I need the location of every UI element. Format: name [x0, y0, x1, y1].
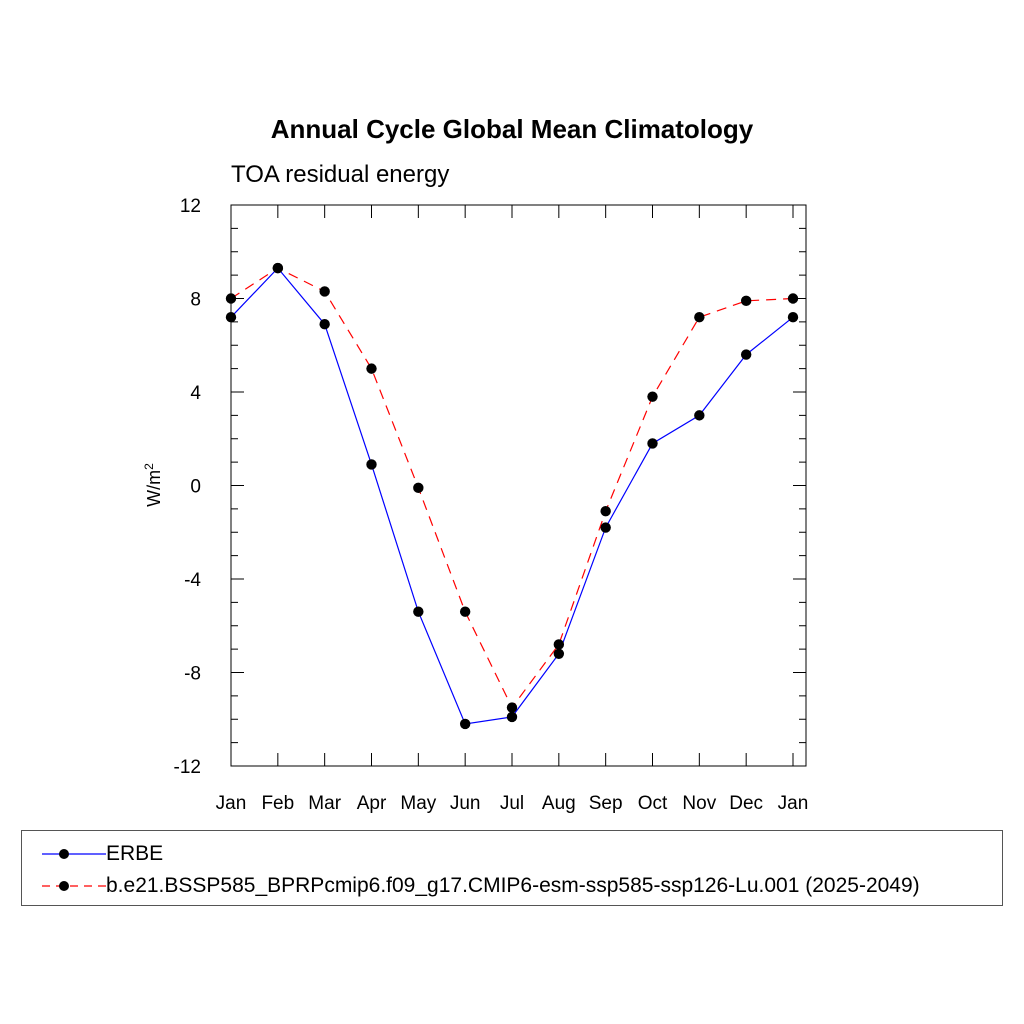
- x-tick-label: Sep: [589, 793, 623, 814]
- legend-swatch-model: [42, 881, 106, 891]
- data-point-series-1: [553, 639, 565, 650]
- y-tick-label: 8: [190, 290, 201, 311]
- data-point-series-0: [647, 438, 658, 449]
- data-point-series-0: [366, 459, 377, 470]
- y-tick-label: -4: [184, 570, 201, 591]
- data-point-series-1: [366, 363, 377, 374]
- x-tick-label: Nov: [682, 793, 716, 814]
- chart-subtitle: TOA residual energy: [231, 161, 449, 188]
- x-tick-label: Aug: [542, 793, 576, 814]
- data-point-series-0: [506, 711, 518, 723]
- data-point-series-1: [225, 293, 237, 304]
- series-line-0: [230, 267, 794, 725]
- data-point-series-1: [694, 312, 705, 323]
- data-point-series-1: [647, 391, 658, 402]
- data-point-series-1: [413, 482, 424, 494]
- legend-label-erbe: ERBE: [106, 842, 164, 865]
- y-axis-label: W/m2: [142, 463, 164, 507]
- legend-item-model: b.e21.BSSP585_BPRPcmip6.f09_g17.CMIP6-es…: [22, 871, 1002, 901]
- plot-area: 12 8 4 0 -4 -8 -12 Jan Feb Mar Apr May Jun Jul Aug Sep O…: [174, 196, 809, 814]
- data-point-series-0: [740, 349, 752, 360]
- data-point-series-0: [787, 312, 799, 323]
- data-point-series-0: [319, 319, 330, 330]
- plot-frame: [230, 204, 807, 767]
- legend-swatch-erbe: [42, 849, 106, 859]
- data-point-series-1: [319, 286, 330, 297]
- y-tick-label: -12: [174, 757, 201, 778]
- series-line-1: [230, 267, 794, 709]
- x-tick-label: Jan: [778, 793, 809, 814]
- data-point-series-0: [413, 606, 424, 617]
- data-point-series-1: [787, 293, 799, 304]
- data-point-series-1: [272, 262, 284, 274]
- data-point-series-1: [506, 702, 518, 713]
- data-point-series-1: [600, 506, 611, 517]
- x-tick-label: Jun: [450, 793, 481, 814]
- y-axis-label-superscript: 2: [142, 463, 156, 470]
- y-tick-label: -8: [184, 664, 201, 685]
- x-tick-label: Mar: [308, 793, 341, 814]
- x-tick-label: Dec: [729, 793, 763, 814]
- x-tick-label: Jul: [500, 793, 524, 814]
- chart-title: Annual Cycle Global Mean Climatology: [271, 114, 754, 144]
- y-tick-label: 4: [190, 383, 201, 404]
- y-tick-label: 12: [180, 196, 201, 217]
- x-tick-label: Jan: [216, 793, 247, 814]
- y-axis-label-text: W/m: [144, 470, 164, 507]
- x-tick-label: Oct: [638, 793, 668, 814]
- data-point-series-0: [600, 522, 611, 533]
- legend: ERBE b.e21.BSSP585_BPRPcmip6.f09_g17.CMI…: [21, 830, 1003, 906]
- data-point-series-0: [225, 312, 237, 323]
- chart: Annual Cycle Global Mean Climatology TOA…: [142, 114, 809, 814]
- y-tick-label: 0: [190, 477, 201, 498]
- x-tick-label: Apr: [357, 793, 387, 814]
- data-point-series-1: [459, 606, 471, 617]
- data-point-series-0: [553, 648, 565, 659]
- data-point-series-0: [459, 718, 471, 730]
- legend-label-model: b.e21.BSSP585_BPRPcmip6.f09_g17.CMIP6-es…: [106, 874, 920, 897]
- legend-item-erbe: ERBE: [22, 839, 1002, 869]
- data-point-series-1: [740, 295, 752, 307]
- x-tick-label: Feb: [261, 793, 294, 814]
- data-point-series-0: [694, 410, 705, 421]
- x-tick-label: May: [400, 793, 436, 814]
